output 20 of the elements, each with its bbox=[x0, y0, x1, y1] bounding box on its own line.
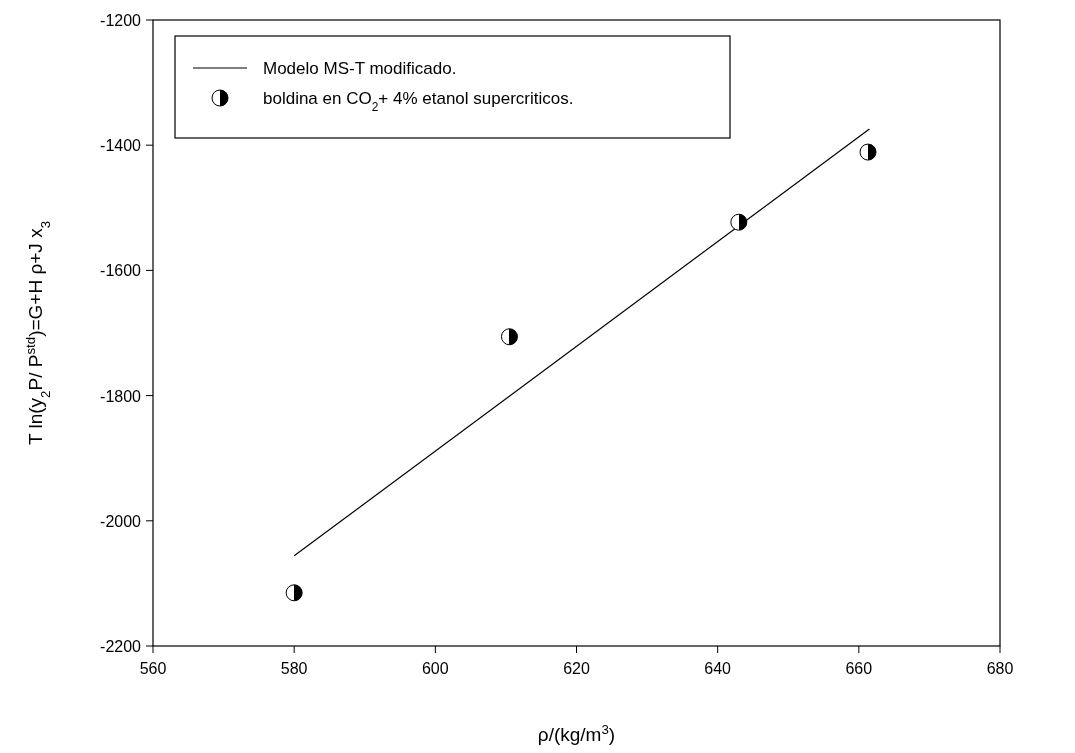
x-tick-label: 600 bbox=[421, 660, 449, 677]
x-tick-label: 680 bbox=[986, 660, 1014, 677]
x-tick-label: 580 bbox=[280, 660, 308, 677]
x-tick-label: 560 bbox=[139, 660, 167, 677]
y-tick-label: -1200 bbox=[100, 12, 142, 29]
y-tick-label: -2000 bbox=[100, 512, 142, 530]
x-tick-label: 620 bbox=[563, 660, 590, 677]
x-tick-label: 660 bbox=[845, 660, 873, 677]
point bbox=[285, 584, 303, 602]
point bbox=[730, 213, 748, 231]
x-tick-label: 640 bbox=[704, 660, 732, 677]
x-axis-title: ρ/(kg/m$^{3}$) bbox=[537, 721, 616, 745]
y-tick-label: -1600 bbox=[100, 262, 142, 280]
y-tick-label: -1800 bbox=[100, 387, 142, 405]
y-tick-label: -1400 bbox=[100, 137, 142, 155]
legend-label: Modelo MS-T modificado. bbox=[263, 59, 457, 78]
point bbox=[859, 143, 877, 161]
legend-label: boldina en CO$_{2}$+ 4% etanol supercriticos. bbox=[263, 89, 574, 114]
point bbox=[500, 328, 518, 346]
y-tick-label: -2200 bbox=[100, 638, 142, 655]
